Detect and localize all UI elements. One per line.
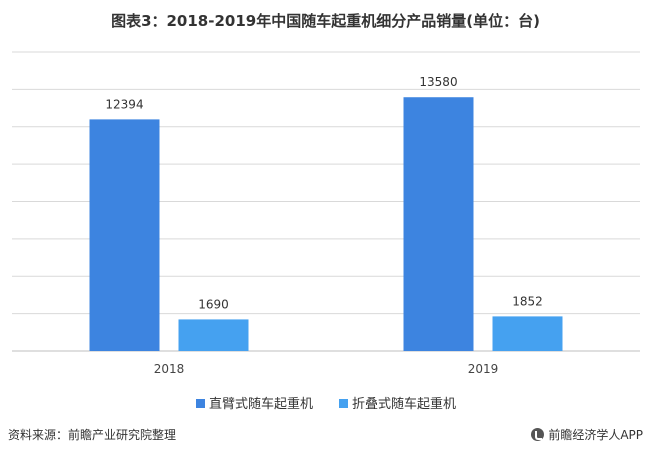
x-tick-label-2018: 2018 [154,362,185,376]
chart-title: 图表3：2018-2019年中国随车起重机细分产品销量(单位：台) [111,12,540,30]
legend-label-0: 直臂式随车起重机 [209,396,313,412]
legend: 直臂式随车起重机 折叠式随车起重机 [196,396,456,412]
brand-name: 前瞻经济学人APP [548,428,643,442]
x-tick-label-2019: 2019 [468,362,499,376]
data-label-2018-series-1: 1690 [198,297,229,311]
legend-label-1: 折叠式随车起重机 [352,396,456,412]
grid-lines [12,51,640,352]
data-label-2018-series-0: 12394 [105,97,143,111]
bar-2018-series-1 [178,319,249,351]
bar-2019-series-0 [403,97,474,351]
legend-swatch-0 [196,399,205,408]
data-label-2019-series-0: 13580 [419,75,457,89]
data-labels: 12394 1690 13580 1852 [105,75,542,311]
bar-2019-series-1 [492,316,563,351]
x-tick-labels: 2018 2019 [154,362,499,376]
source-note: 资料来源：前瞻产业研究院整理 [8,428,177,442]
brand-mark: 前瞻经济学人APP [531,426,643,443]
bar-2018-series-0 [89,119,160,352]
brand-logo-icon [531,428,545,441]
bars [89,97,563,352]
data-label-2019-series-1: 1852 [512,294,543,308]
legend-swatch-1 [339,399,348,408]
